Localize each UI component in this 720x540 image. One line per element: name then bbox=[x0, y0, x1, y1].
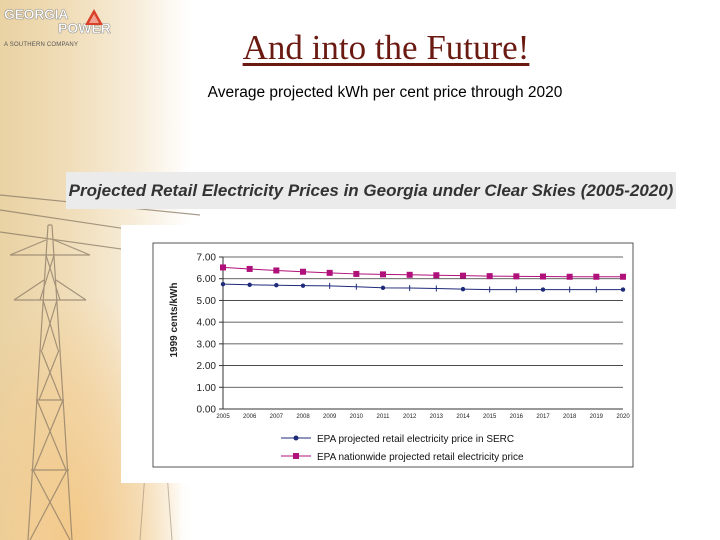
data-point-nationwide bbox=[540, 273, 546, 280]
x-tick-label: 2005 bbox=[216, 414, 230, 420]
x-tick-label: 2018 bbox=[563, 414, 577, 420]
legend-label-nationwide: EPA nationwide projected retail electric… bbox=[317, 452, 524, 463]
x-tick-label: 2010 bbox=[350, 414, 364, 420]
x-tick-label: 2017 bbox=[536, 414, 550, 420]
x-tick-label: 2011 bbox=[377, 414, 391, 420]
georgia-power-logo: GEORGIA POWER A SOUTHERN COMPANY bbox=[4, 6, 111, 52]
legend-marker-nationwide bbox=[293, 453, 299, 459]
data-point-serc bbox=[220, 281, 226, 287]
data-point-nationwide bbox=[380, 271, 386, 278]
data-point-serc bbox=[460, 286, 466, 292]
data-point-nationwide bbox=[433, 272, 440, 279]
data-point-nationwide bbox=[566, 273, 573, 280]
y-tick-label: 1.00 bbox=[197, 383, 217, 394]
line-chart: 0.001.002.003.004.005.006.007.00 2005 200… bbox=[152, 242, 634, 468]
chart-title-text: Projected Retail Electricity Prices in G… bbox=[68, 181, 674, 200]
x-axis-ticks: 2005 2006 2007 2008 2009 2010 2011 2012 2013 2014… bbox=[216, 414, 630, 420]
x-tick-label: 2012 bbox=[403, 414, 417, 420]
logo-tagline: A SOUTHERN COMPANY bbox=[4, 42, 79, 48]
data-point-nationwide bbox=[353, 270, 360, 277]
chart-frame bbox=[152, 242, 634, 468]
series-line-nationwide bbox=[222, 266, 623, 278]
data-point-nationwide bbox=[326, 269, 333, 276]
slide-title: And into the Future! bbox=[242, 28, 530, 67]
slide-subtitle: Average projected kWh per cent price thr… bbox=[207, 84, 563, 101]
data-point-serc bbox=[620, 287, 626, 292]
data-point-nationwide bbox=[513, 273, 520, 280]
chart-title-banner: Projected Retail Electricity Prices in G… bbox=[66, 172, 676, 209]
y-tick-label: 2.00 bbox=[197, 361, 217, 372]
data-point-nationwide bbox=[620, 273, 626, 280]
data-point-serc bbox=[300, 283, 306, 288]
series-line-serc bbox=[222, 283, 623, 291]
x-tick-label: 2006 bbox=[243, 414, 257, 420]
logo-text-georgia: GEORGIA bbox=[4, 6, 69, 22]
y-tick-label: 5.00 bbox=[197, 296, 217, 307]
x-tick-label: 2009 bbox=[323, 414, 337, 420]
data-point-serc bbox=[540, 287, 546, 292]
x-tick-label: 2014 bbox=[456, 414, 470, 420]
data-point-serc bbox=[274, 283, 279, 288]
y-axis-ticks: 0.00 1.00 2.00 3.00 4.00 5.00 6.00 7.00 bbox=[197, 253, 223, 416]
data-point-nationwide bbox=[246, 265, 253, 272]
y-tick-label: 4.00 bbox=[197, 318, 217, 329]
x-tick-label: 2013 bbox=[430, 414, 444, 420]
y-axis-label: 1999 cents/kWh bbox=[169, 282, 180, 357]
x-tick-label: 2008 bbox=[296, 414, 310, 420]
data-point-serc bbox=[380, 285, 386, 291]
x-tick-label: 2015 bbox=[483, 414, 497, 420]
chart-panel: 0.00 1.00 2.00 3.00 4.00 5.00 6.00 7.00 2005 200… bbox=[121, 225, 651, 483]
data-point-nationwide bbox=[486, 273, 493, 280]
data-point-nationwide bbox=[406, 271, 413, 278]
y-tick-label: 0.00 bbox=[197, 405, 217, 416]
y-tick-label: 3.00 bbox=[197, 339, 217, 350]
data-series bbox=[220, 264, 626, 293]
x-tick-label: 2020 bbox=[616, 414, 630, 420]
legend-marker-serc bbox=[293, 435, 299, 441]
y-tick-label: 7.00 bbox=[197, 253, 217, 264]
logo-triangle-icon bbox=[85, 9, 103, 25]
y-tick-label: 6.00 bbox=[197, 274, 217, 285]
data-point-nationwide bbox=[593, 273, 600, 280]
data-point-nationwide bbox=[273, 267, 280, 274]
x-tick-label: 2016 bbox=[510, 414, 524, 420]
x-tick-label: 2019 bbox=[590, 414, 604, 420]
x-tick-label: 2007 bbox=[270, 414, 284, 420]
legend: EPA projected retail electricity price i… bbox=[281, 434, 524, 463]
data-point-nationwide bbox=[300, 268, 306, 275]
data-point-nationwide bbox=[220, 264, 226, 271]
data-point-nationwide bbox=[460, 272, 466, 279]
gridlines bbox=[222, 256, 623, 410]
data-point-serc bbox=[247, 282, 252, 287]
legend-label-serc: EPA projected retail electricity price i… bbox=[317, 434, 514, 445]
